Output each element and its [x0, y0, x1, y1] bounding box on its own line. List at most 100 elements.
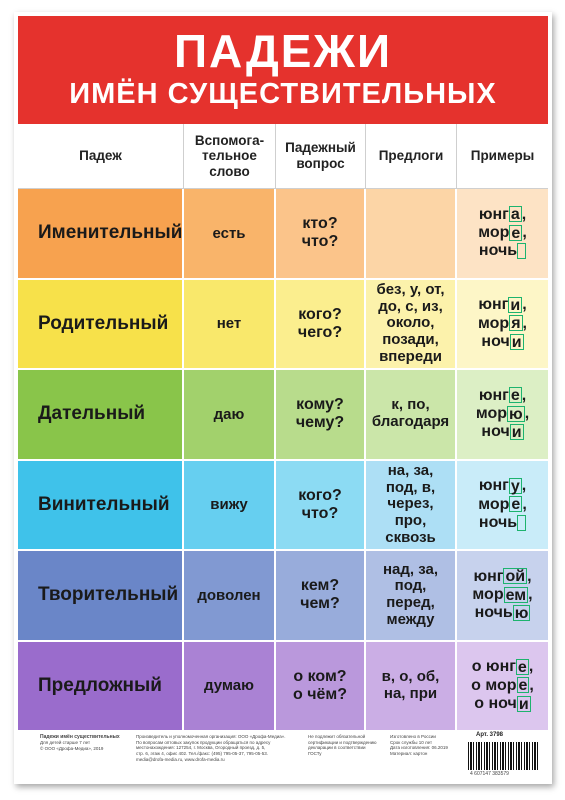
footer-contacts-line: По вопросам оптовых закупок продукции об…: [136, 739, 271, 745]
ending-box: а: [508, 206, 522, 224]
examples: юнг а, мор е, ночь: [457, 189, 548, 280]
ending-box: и: [509, 333, 524, 351]
column-header: Падежный вопрос: [276, 124, 366, 188]
word-stem: о юнг: [471, 658, 516, 676]
word-punctuation: ,: [528, 658, 534, 676]
ending-box: ю: [507, 405, 525, 423]
examples: юнг и, мор я, ноч и: [457, 279, 548, 370]
word-stem: юнг: [473, 567, 504, 585]
word-stem: мор: [478, 224, 510, 242]
case-name: Именительный: [18, 189, 184, 280]
page-title: ПАДЕЖИ: [173, 25, 393, 77]
title-banner: ПАДЕЖИ ИМЁН СУЩЕСТВИТЕЛЬНЫХ: [18, 16, 548, 124]
example-word: ноч и: [481, 423, 524, 442]
case-name: Творительный: [18, 551, 184, 642]
footer-cert-line: сертификации и подтверждению: [308, 739, 377, 745]
footer-made-line: Изготовлено в России: [390, 734, 436, 739]
word-punctuation: ,: [524, 405, 530, 423]
column-header: Примеры: [457, 124, 548, 188]
case-name: Родительный: [18, 279, 184, 370]
example-word: ночь ю: [475, 604, 531, 622]
word-punctuation: ,: [528, 586, 533, 604]
word-stem: мор: [475, 405, 508, 423]
example-word: мор е,: [478, 224, 527, 242]
footer-made-line: Срок службы 10 лет: [390, 739, 433, 745]
word-punctuation: ,: [527, 567, 532, 585]
word-stem: ноч: [481, 423, 510, 441]
example-word: юнг и,: [478, 296, 526, 314]
footer-product: Падежи имён существительных Для детей ст…: [40, 734, 120, 752]
ending-box: [517, 514, 527, 531]
ending-box: ем: [503, 586, 529, 604]
auxiliary-word: даю: [184, 370, 276, 461]
word-stem: ночь: [478, 513, 518, 531]
example-word: юнг е,: [479, 387, 526, 405]
footer-manufacture: Изготовлено в России Срок службы 10 лет …: [390, 734, 448, 757]
ending-box: у: [508, 477, 522, 495]
case-name: Дательный: [18, 370, 184, 461]
examples: о юнг е, о мор е, о ноч и: [457, 641, 548, 732]
footer: Падежи имён существительных Для детей ст…: [18, 728, 548, 780]
word-stem: мор: [478, 495, 510, 513]
column-header: Вспомога- тельное слово: [184, 124, 276, 188]
word-stem: о ноч: [474, 694, 517, 712]
auxiliary-word: вижу: [184, 460, 276, 551]
word-punctuation: ,: [521, 477, 527, 495]
case-question: кого? что?: [276, 460, 366, 551]
prepositions: [366, 189, 457, 280]
case-question: о ком? о чём?: [276, 641, 366, 732]
page-subtitle: ИМЁН СУЩЕСТВИТЕЛЬНЫХ: [69, 78, 497, 110]
example-word: мор ем,: [472, 586, 532, 604]
footer-made-line: Материал: картон: [390, 750, 428, 756]
auxiliary-word: думаю: [184, 641, 276, 732]
footer-age: Для детей старше 7 лет: [40, 740, 91, 746]
word-punctuation: ,: [522, 224, 527, 242]
examples: юнг ой, мор ем, ночь ю: [457, 551, 548, 642]
case-question: кому? чему?: [276, 370, 366, 461]
word-stem: ночь: [478, 242, 518, 260]
footer-web-line: media@drofa-media.ru, www.drofa-media.ru: [136, 756, 225, 762]
prepositions: на, за, под, в, через, про, сквозь: [366, 460, 457, 551]
ending-box: е: [509, 224, 523, 242]
footer-product-name: Падежи имён существительных: [40, 734, 120, 740]
word-punctuation: ,: [522, 314, 527, 332]
examples: юнг у, мор е, ночь: [457, 460, 548, 551]
column-header: Падеж: [18, 124, 184, 188]
examples: юнг е, мор ю, ноч и: [457, 370, 548, 461]
footer-cert-line: ГОСТу: [308, 750, 322, 756]
ending-box: е: [509, 496, 523, 514]
barcode-number: 4 607147 383579: [470, 771, 509, 777]
example-word: юнг у,: [479, 477, 526, 495]
ending-box: ю: [512, 605, 531, 623]
prepositions: без, у, от, до, с, из, около, позади, вп…: [366, 279, 457, 370]
word-stem: юнг: [478, 477, 509, 495]
poster: ПАДЕЖИ ИМЁН СУЩЕСТВИТЕЛЬНЫХ Падеж Вспомог…: [14, 12, 552, 784]
word-stem: о мор: [471, 676, 517, 694]
word-stem: ночь: [474, 604, 513, 622]
example-word: юнг ой,: [473, 568, 531, 586]
word-punctuation: ,: [521, 205, 527, 223]
ending-box: и: [509, 424, 524, 442]
ending-box: и: [516, 695, 531, 713]
prepositions: в, о, об, на, при: [366, 641, 457, 732]
word-punctuation: ,: [522, 495, 527, 513]
example-word: мор ю,: [476, 405, 529, 423]
barcode: [468, 742, 538, 770]
case-name: Винительный: [18, 460, 184, 551]
example-word: ночь: [478, 513, 527, 532]
example-word: ночь: [478, 242, 527, 260]
ending-box: е: [508, 387, 522, 405]
ending-box: я: [509, 315, 523, 333]
example-word: мор я,: [478, 315, 527, 333]
example-word: о ноч и: [474, 694, 531, 713]
footer-address2-line: стр. 6, этаж 4, офис 402. Тел./факс: (49…: [136, 750, 269, 756]
footer-producer: Произведитель и уполномоченная организац…: [136, 734, 286, 762]
ending-box: [517, 243, 527, 260]
word-punctuation: ,: [522, 296, 527, 314]
auxiliary-word: есть: [184, 189, 276, 280]
header-divider: [18, 188, 548, 189]
ending-box: е: [516, 677, 530, 695]
ending-box: е: [515, 658, 529, 676]
footer-producer-line: Произведитель и уполномоченная организац…: [136, 734, 286, 739]
word-stem: ноч: [481, 332, 510, 350]
